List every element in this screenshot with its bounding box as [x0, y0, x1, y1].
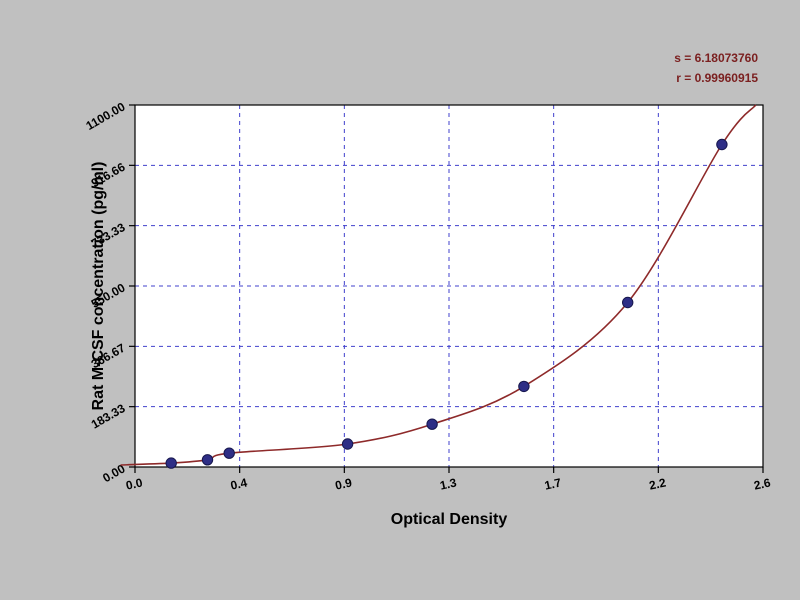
- data-point: [223, 447, 235, 459]
- x-tick-label: 0.9: [334, 475, 354, 492]
- data-point: [622, 296, 634, 309]
- fit-stat-s-value: s = 6.18073760: [674, 51, 758, 65]
- data-point: [165, 457, 177, 469]
- x-tick-label: 0.4: [229, 475, 249, 492]
- data-point: [716, 138, 728, 151]
- x-tick-label: 2.6: [753, 475, 773, 492]
- data-point: [426, 418, 438, 430]
- plot-border: [134, 104, 764, 468]
- x-tick-label: 1.7: [543, 475, 563, 492]
- data-point: [341, 438, 354, 450]
- y-tick-label: 1100.00: [84, 99, 128, 133]
- data-point: [518, 380, 530, 393]
- plot-dynamic-layer: 0.0 0.4 0.9 1.3 1.7 2.2 2.60.00183.33366.67550…: [84, 99, 773, 492]
- x-tick-label: 0.0: [125, 475, 145, 492]
- x-tick-label: 2.2: [648, 475, 668, 492]
- data-point: [201, 454, 214, 466]
- fit-stat-r-value: r = 0.99960915: [676, 71, 758, 85]
- x-tick-label: 1.3: [439, 475, 459, 492]
- x-axis-title: Optical Density: [391, 511, 508, 528]
- y-axis-title: Rat M-CSF concentration (pg/ml): [90, 162, 107, 411]
